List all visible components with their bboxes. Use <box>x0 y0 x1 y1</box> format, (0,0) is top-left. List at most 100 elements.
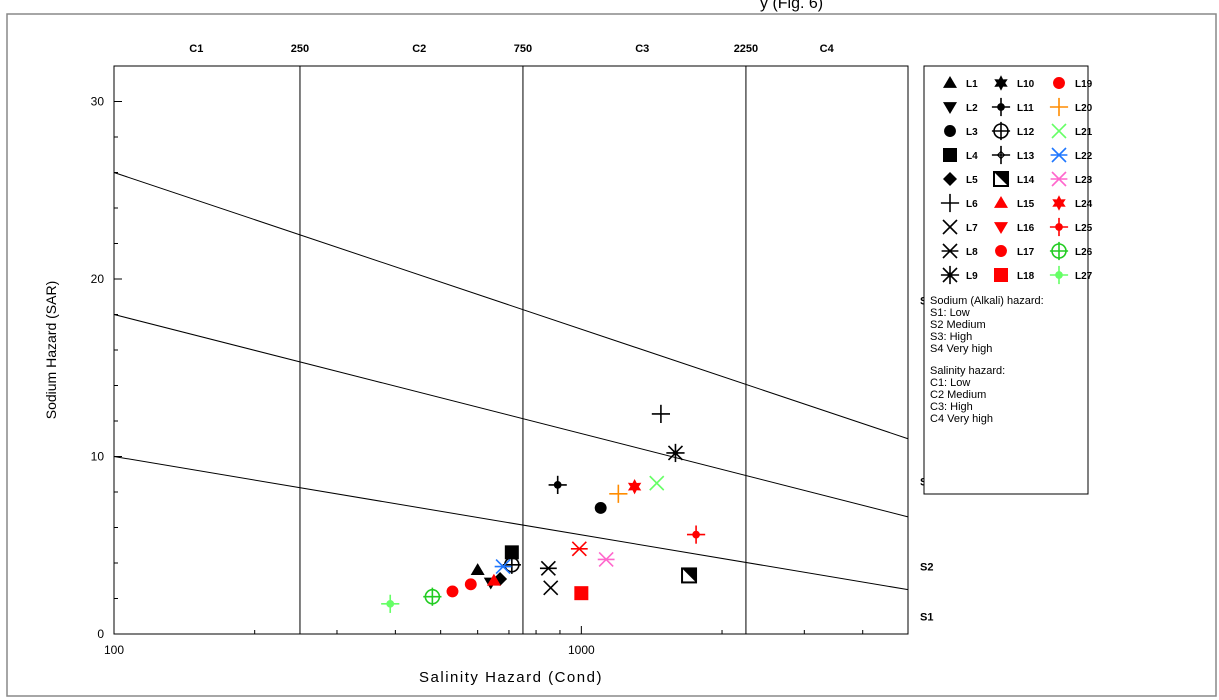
legend-label-l9: L9 <box>966 271 978 282</box>
legend-marker-l14 <box>993 171 1009 187</box>
legend-label-l7: L7 <box>966 223 978 234</box>
legend-label-l10: L10 <box>1017 79 1035 90</box>
legend-note-9: C3: High <box>930 401 973 413</box>
legend-label-l19: L19 <box>1075 79 1093 90</box>
top-label-c3: C3 <box>635 43 649 55</box>
top-label-750: 750 <box>514 43 532 55</box>
point-l14 <box>681 567 698 584</box>
legend-label-l21: L21 <box>1075 127 1093 138</box>
point-l26 <box>423 587 442 606</box>
legend-label-l23: L23 <box>1075 175 1093 186</box>
top-label-c2: C2 <box>412 43 426 55</box>
legend-label-l18: L18 <box>1017 271 1035 282</box>
legend-marker-l17 <box>995 245 1007 257</box>
point-l24 <box>627 479 642 495</box>
top-class-labels: C1 250 C2 750 C3 2250 C4 <box>189 43 834 55</box>
top-label-2250: 2250 <box>734 43 758 55</box>
y-tick-label-10: 10 <box>91 450 105 464</box>
x-axis-title: Salinity Hazard (Cond) <box>419 669 603 686</box>
legend-label-l16: L16 <box>1017 223 1035 234</box>
sodium-boundary-line-3 <box>113 172 909 440</box>
legend-marker-l6 <box>940 193 960 213</box>
sodium-boundary-line-1 <box>113 456 909 591</box>
point-l24b <box>570 541 588 557</box>
legend-label-l3: L3 <box>966 127 978 138</box>
legend-label-l24: L24 <box>1075 199 1093 210</box>
point-l3 <box>594 502 607 514</box>
x-axis-ticks: 100 1000 <box>104 626 909 657</box>
point-l6 <box>651 404 671 423</box>
legend-label-l15: L15 <box>1017 199 1035 210</box>
top-label-c4: C4 <box>820 43 835 55</box>
legend-label-l13: L13 <box>1017 151 1035 162</box>
point-l8 <box>539 560 557 576</box>
legend-label-l22: L22 <box>1075 151 1093 162</box>
legend-note-4: S3: High <box>930 331 972 343</box>
legend-label-l1: L1 <box>966 79 978 90</box>
point-l20 <box>609 484 628 503</box>
x-tick-label-100: 100 <box>104 643 124 657</box>
point-l4 <box>504 545 519 560</box>
right-label-s1: S1 <box>920 611 933 623</box>
legend-label-l2: L2 <box>966 103 978 114</box>
salinity-boundary-lines <box>299 66 747 634</box>
legend-label-l8: L8 <box>966 247 978 258</box>
top-label-c1: C1 <box>189 43 203 55</box>
legend-note-2: S1: Low <box>930 307 970 319</box>
legend-label-l17: L17 <box>1017 247 1035 258</box>
header-fragment: y (Fig. 6) <box>760 0 823 12</box>
point-l22 <box>494 558 512 575</box>
y-axis-ticks: 0 10 20 30 <box>91 65 122 641</box>
legend-label-l27: L27 <box>1075 271 1093 282</box>
legend-marker-l23 <box>1050 171 1068 187</box>
legend-label-l11: L11 <box>1017 103 1034 114</box>
legend-marker-l24 <box>1052 195 1066 211</box>
legend-label-l12: L12 <box>1017 127 1035 138</box>
legend-note-8: C2 Medium <box>930 389 986 401</box>
legend-marker-l12 <box>991 121 1011 141</box>
legend-label-l25: L25 <box>1075 223 1093 234</box>
legend-marker-l2 <box>943 102 957 114</box>
y-tick-label-30: 30 <box>91 95 105 109</box>
legend-marker-l16 <box>994 222 1008 234</box>
point-l9 <box>666 443 685 463</box>
top-label-250: 250 <box>291 43 309 55</box>
y-axis-title: Sodium Hazard (SAR) <box>43 281 59 420</box>
point-l21 <box>649 475 665 491</box>
legend-marker-l21 <box>1051 123 1067 139</box>
y-tick-label-0: 0 <box>97 627 104 641</box>
legend-marker-l7 <box>942 219 958 235</box>
point-l15 <box>486 573 501 586</box>
data-points <box>381 404 706 613</box>
legend-marker-l4 <box>943 148 957 162</box>
legend: L1 L2 L3 L4 L5 L6 L7 L8 L9 L10 L11 L12 L13 L14 L15 L16 L… <box>930 75 1093 425</box>
legend-marker-l20 <box>1049 97 1069 117</box>
sodium-boundary-lines <box>113 172 909 591</box>
legend-marker-l3 <box>944 125 956 137</box>
legend-marker-l27 <box>1049 265 1069 285</box>
legend-label-l6: L6 <box>966 199 978 210</box>
legend-marker-l1 <box>943 76 957 88</box>
legend-marker-l11 <box>991 97 1011 117</box>
point-l25 <box>686 525 706 544</box>
legend-marker-l15 <box>994 196 1008 208</box>
point-l17 <box>464 578 477 591</box>
legend-label-l5: L5 <box>966 175 978 186</box>
point-l23 <box>597 551 615 568</box>
legend-label-l26: L26 <box>1075 247 1093 258</box>
legend-marker-l8 <box>941 243 959 259</box>
legend-marker-l19 <box>1053 77 1065 89</box>
legend-note-3: S2 Medium <box>930 319 986 331</box>
legend-label-l20: L20 <box>1075 103 1093 114</box>
point-l7 <box>543 580 559 596</box>
point-l19 <box>446 585 459 598</box>
legend-marker-l9 <box>940 265 960 285</box>
point-l18 <box>574 586 589 601</box>
x-tick-label-1000: 1000 <box>568 643 595 657</box>
legend-note-7: C1: Low <box>930 377 970 389</box>
legend-note-10: C4 Very high <box>930 413 993 425</box>
sodium-boundary-line-2 <box>113 314 909 518</box>
legend-label-l4: L4 <box>966 151 978 162</box>
legend-label-l14: L14 <box>1017 175 1035 186</box>
